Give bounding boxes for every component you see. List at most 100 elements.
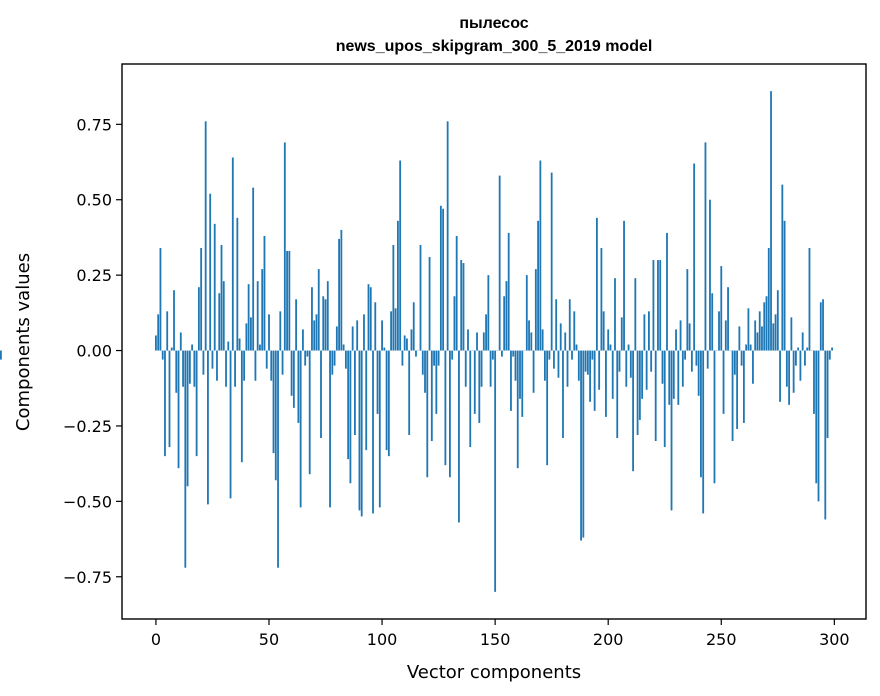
bar-206 <box>620 317 623 351</box>
x-tick-label: 300 <box>819 630 850 649</box>
bar-95 <box>369 287 372 351</box>
chart-subtitle: news_upos_skipgram_300_5_2019 model <box>336 38 653 55</box>
bar-121 <box>428 257 431 351</box>
bar-70 <box>313 320 316 351</box>
bar-7 <box>170 347 173 351</box>
y-tick-label: 0.25 <box>76 266 112 285</box>
bar-216 <box>643 314 646 351</box>
bar-164 <box>525 275 528 351</box>
bar-291 <box>813 350 815 414</box>
bar-205 <box>618 350 621 372</box>
bar-201 <box>609 344 612 351</box>
bar-24 <box>209 193 212 351</box>
bar-150 <box>494 350 497 592</box>
bar-106 <box>394 308 397 351</box>
bar-177 <box>555 299 558 351</box>
bar-232 <box>679 320 682 351</box>
bar-213 <box>636 350 639 436</box>
bar-233 <box>681 350 684 387</box>
bar-237 <box>690 350 693 372</box>
bar-49 <box>265 350 268 369</box>
bar-146 <box>485 314 487 351</box>
bar-235 <box>686 269 689 351</box>
x-tick-label: 250 <box>706 630 737 649</box>
bar-113 <box>410 329 413 351</box>
bar-258 <box>738 326 741 351</box>
x-tick-label: 100 <box>367 630 398 649</box>
bar-83 <box>342 344 345 351</box>
bar-13 <box>184 350 187 568</box>
bar-100 <box>381 320 383 351</box>
bar-145 <box>482 332 485 351</box>
bar-292 <box>815 350 818 484</box>
bar-158 <box>512 350 515 357</box>
bar-48 <box>263 235 266 351</box>
bar-257 <box>736 350 739 429</box>
bar-169 <box>537 220 539 351</box>
bar-80 <box>335 326 338 351</box>
bar-159 <box>514 350 517 381</box>
bar-185 <box>573 311 576 351</box>
bar-36 <box>236 217 239 351</box>
bar-96 <box>372 350 374 514</box>
bar-244 <box>706 350 709 369</box>
bar-45 <box>256 281 259 351</box>
y-tick-label: −0.25 <box>63 417 112 436</box>
bar-253 <box>727 287 729 351</box>
bar-252 <box>724 320 727 351</box>
bar-210 <box>629 350 632 378</box>
bar-288 <box>806 347 809 351</box>
bar-208 <box>625 350 628 387</box>
bar-125 <box>437 350 440 366</box>
bar-4 <box>164 350 166 457</box>
bar-198 <box>602 311 605 351</box>
bar-194 <box>593 350 596 411</box>
bar-212 <box>634 278 637 351</box>
bar-67 <box>306 350 309 357</box>
bar-92 <box>363 314 365 351</box>
bar-78 <box>331 350 334 375</box>
bars-group <box>0 91 833 592</box>
bar-241 <box>700 350 702 478</box>
bar-76 <box>326 281 329 351</box>
bar-11 <box>179 332 182 351</box>
y-tick-label: 0.75 <box>76 115 112 134</box>
bar-110 <box>403 335 406 351</box>
bar-103 <box>387 350 390 457</box>
bar-153 <box>501 350 503 357</box>
bar-41 <box>247 284 250 351</box>
bar-221 <box>654 350 657 442</box>
bar-148 <box>489 350 492 387</box>
bar-122 <box>430 350 433 442</box>
bar-281 <box>790 317 793 351</box>
bar-273 <box>772 323 775 351</box>
bar-104 <box>390 311 393 351</box>
bar-3 <box>161 350 164 360</box>
bar-293 <box>817 350 820 502</box>
bar-68 <box>308 350 311 475</box>
bar-270 <box>765 296 768 351</box>
bar-187 <box>577 350 580 381</box>
bar-298 <box>828 350 831 360</box>
bar-90 <box>358 350 361 511</box>
bar-50 <box>268 314 270 351</box>
bar-178 <box>557 350 560 378</box>
bar-222 <box>657 260 659 351</box>
bar-269 <box>763 302 766 351</box>
bar-124 <box>435 350 438 414</box>
bar-29 <box>220 244 223 351</box>
bar-74 <box>322 296 325 351</box>
bar-62 <box>295 299 298 351</box>
bar-102 <box>385 350 388 451</box>
x-axis-ticks: 0 50 100 150 200 250 300 <box>151 619 850 649</box>
bar-120 <box>426 350 429 478</box>
y-axis-ticks: −0.75 −0.50 −0.25 0.00 0.25 0.50 0.75 <box>63 115 122 587</box>
bar-220 <box>652 260 655 351</box>
bar-72 <box>317 269 320 351</box>
bar-111 <box>406 338 408 351</box>
bar-99 <box>378 350 381 508</box>
bar-165 <box>528 320 530 351</box>
bar-275 <box>776 290 779 351</box>
bar-199 <box>605 350 607 417</box>
bar-43 <box>252 187 255 351</box>
